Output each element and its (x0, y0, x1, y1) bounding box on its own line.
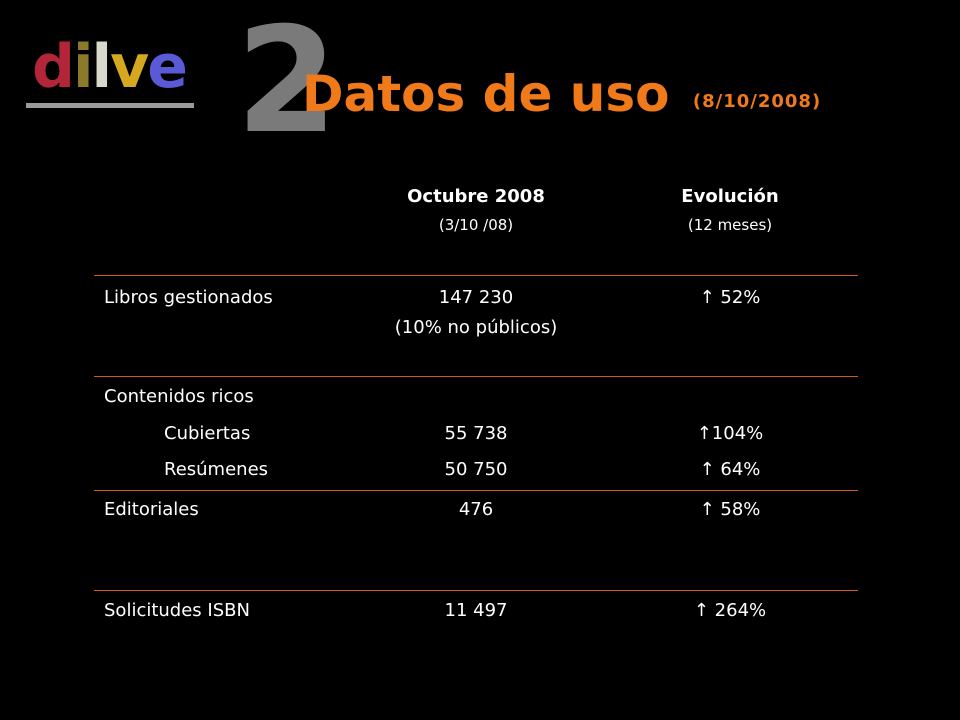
row-label-contenidos: Contenidos ricos (104, 386, 254, 407)
row-label-editoriales: Editoriales (104, 499, 199, 520)
row-evolution-editoriales: ↑ 58% (699, 499, 761, 520)
logo-letter-l: l (91, 32, 113, 102)
table-divider (94, 590, 858, 591)
table-divider (94, 490, 858, 491)
logo-letter-v: v (110, 32, 149, 102)
row-value-libros: 147 230 (438, 287, 514, 308)
row-value-resumenes: 50 750 (444, 459, 508, 480)
col-header-evolution: Evolución (681, 186, 779, 207)
logo-letter-d: d (32, 32, 75, 102)
table-divider (94, 376, 858, 377)
table-divider (94, 275, 858, 276)
row-evolution-libros: ↑ 52% (699, 287, 761, 308)
logo-letter-i: i (72, 32, 94, 102)
row-value-sub-libros: (10% no públicos) (394, 317, 558, 338)
row-evolution-isbn: ↑ 264% (693, 600, 767, 621)
row-label-libros: Libros gestionados (104, 287, 273, 308)
row-evolution-cubiertas: ↑104% (696, 423, 764, 444)
title-date: (8/10/2008) (692, 91, 822, 112)
row-value-editoriales: 476 (458, 499, 494, 520)
row-label-cubiertas: Cubiertas (164, 423, 251, 444)
title-text: Datos de uso (302, 65, 670, 123)
row-value-cubiertas: 55 738 (444, 423, 508, 444)
logo-wordmark: dilve (32, 30, 188, 104)
page-title: Datos de uso (8/10/2008) (302, 64, 821, 132)
logo-underline (26, 103, 194, 108)
logo-letter-e: e (147, 32, 188, 102)
col-header-october: Octubre 2008 (407, 186, 545, 207)
col-subheader-evolution: (12 meses) (687, 216, 773, 234)
row-evolution-resumenes: ↑ 64% (699, 459, 761, 480)
col-subheader-october: (3/10 /08) (438, 216, 514, 234)
slide-number: 2 (236, 0, 338, 166)
row-value-isbn: 11 497 (444, 600, 508, 621)
row-label-resumenes: Resúmenes (164, 459, 269, 480)
row-label-isbn: Solicitudes ISBN (104, 600, 250, 621)
dilve-logo: dilve (26, 30, 194, 110)
